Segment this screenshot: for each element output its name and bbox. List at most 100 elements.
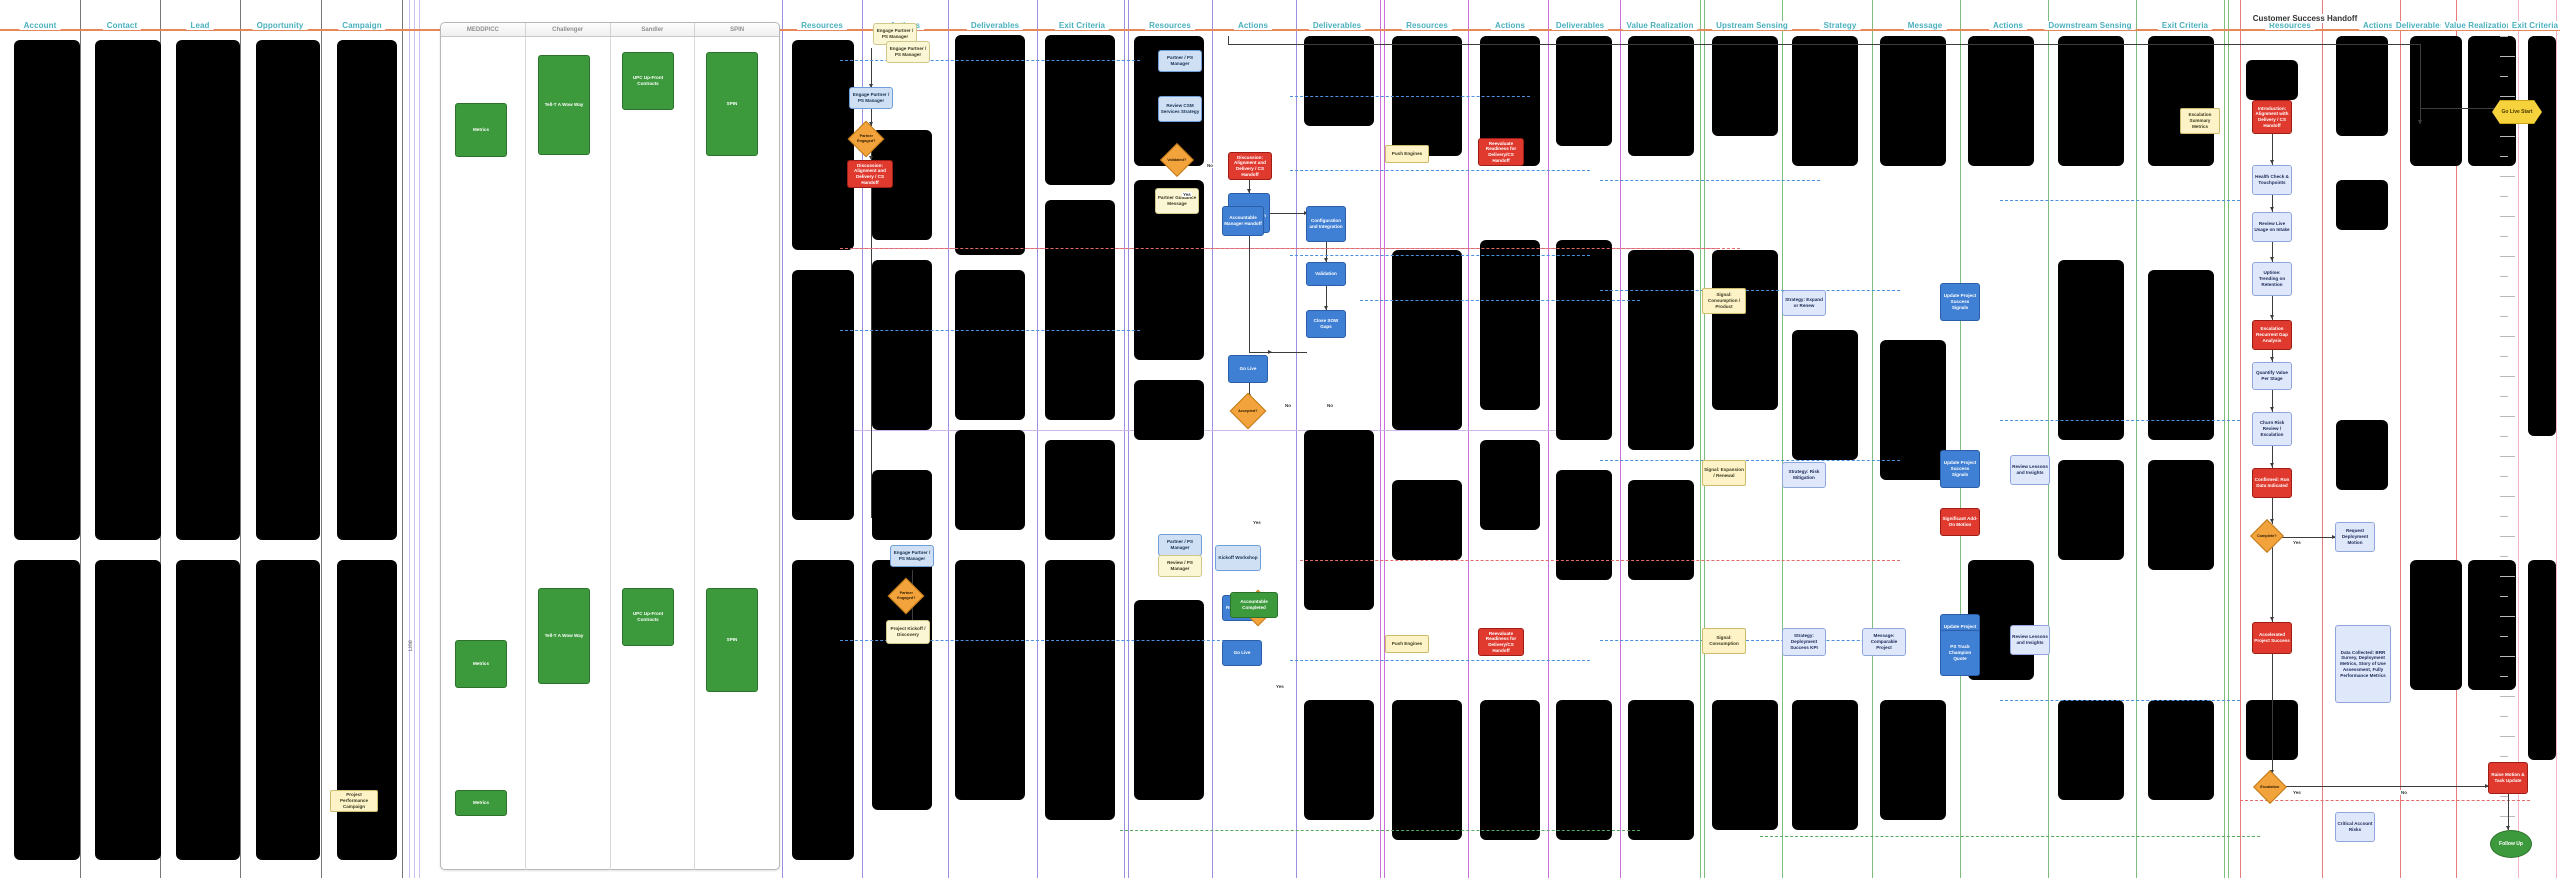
column-header-contact: Contact xyxy=(102,21,142,30)
node-engage-partner-ps-manager[interactable]: Engage Partner / PS Manager xyxy=(890,545,934,567)
node-accountable-completed[interactable]: Accountable Completed xyxy=(1230,592,1278,618)
redacted-text xyxy=(256,40,320,540)
node-label: Significant Add-On Motion xyxy=(1942,516,1978,527)
node-escalation[interactable]: Escalation xyxy=(2253,770,2287,804)
methodology-cell[interactable]: SPIN xyxy=(706,52,758,156)
node-review-ps-manager[interactable]: Review / PS Manager xyxy=(1158,555,1202,577)
text-line-mark xyxy=(2500,716,2508,717)
node-label: Signal: Expansion / Renewal xyxy=(1704,467,1744,478)
node-label: Signal: Consumption / Product xyxy=(1707,292,1741,309)
node-escalation-summary-metrics[interactable]: Escalation Summary Metrics xyxy=(2180,108,2220,134)
node-discussion-alignment-and-delivery-cs-han[interactable]: Discussion: Alignment and Delivery / CS … xyxy=(847,160,893,188)
node-review-csm-services-strategy[interactable]: Review CSM Services Strategy xyxy=(1158,96,1202,122)
node-signal-consumption[interactable]: Signal: Consumption xyxy=(1702,628,1746,654)
node-review-live-usage-on-intake[interactable]: Review Live Usage on Intake xyxy=(2252,212,2292,242)
node-discussion-alignment-and-delivery-cs-han[interactable]: Discussion: Alignment and Delivery / CS … xyxy=(1228,152,1272,180)
node-update-project-success-signals[interactable]: Update Project Success Signals xyxy=(1940,283,1980,321)
redacted-text xyxy=(2528,36,2556,436)
node-accepted-[interactable]: Accepted? xyxy=(1229,392,1267,430)
node-update-project-success-signals[interactable]: Update Project Success Signals xyxy=(1940,450,1980,488)
redacted-text xyxy=(1045,200,1115,420)
node-message-comparable-project[interactable]: Message: Comparable Project xyxy=(1862,628,1906,656)
node-strategy-expand-or-renew[interactable]: Strategy: Expand or Renew xyxy=(1782,290,1826,316)
node-label: Raise Motion & Task Update xyxy=(2491,772,2525,783)
text-line-mark xyxy=(2500,516,2508,517)
connector xyxy=(2420,108,2516,109)
node-push-engines[interactable]: Push Engines xyxy=(1385,145,1429,163)
edge-label: Yes xyxy=(2292,540,2302,545)
node-accelerated-project-success[interactable]: Accelerated Project Success xyxy=(2252,622,2292,654)
node-strategy-risk-mitigation[interactable]: Strategy: Risk Mitigation xyxy=(1782,462,1826,488)
node-label: Churn Risk Review / Escalation xyxy=(2259,420,2285,437)
text-line-mark xyxy=(2500,676,2508,677)
node-engage-partner-ps-manager[interactable]: Engage Partner / PS Manager xyxy=(886,41,930,63)
redacted-text xyxy=(872,470,932,540)
methodology-cell[interactable]: UPC Up-Front Contracts xyxy=(622,588,674,646)
node-signal-consumption-product[interactable]: Signal: Consumption / Product xyxy=(1702,288,1746,314)
node-request-deployment-motion[interactable]: Request Deployment Motion xyxy=(2335,522,2375,552)
node-churn-risk-review-escalation[interactable]: Churn Risk Review / Escalation xyxy=(2252,412,2292,446)
arrowhead xyxy=(1324,258,1328,262)
column-header-account: Account xyxy=(19,21,61,30)
methodology-cell[interactable]: Metrics xyxy=(455,790,507,816)
node-go-live[interactable]: Go Live xyxy=(1228,355,1268,383)
column-header-strategy: Strategy xyxy=(1819,21,1861,30)
node-go-live[interactable]: Go Live xyxy=(1222,640,1262,666)
node-reevaluate-readiness-for-delivery-cs-han[interactable]: Reevaluate Readiness for Delivery/CS Han… xyxy=(1478,628,1524,656)
redacted-text xyxy=(95,40,161,540)
node-close-sow-gaps[interactable]: Close SOW Gaps xyxy=(1306,310,1346,338)
lane-divider xyxy=(1380,0,1381,878)
node-project-performance-campaign[interactable]: Project Performance Campaign xyxy=(330,790,378,812)
methodology-cell[interactable]: SPIN xyxy=(706,588,758,692)
node-go-live-start[interactable]: Go Live Start xyxy=(2492,100,2542,124)
connector xyxy=(840,60,1140,61)
methodology-cell[interactable]: Tell-T A Wow Way xyxy=(538,588,590,684)
node-project-kickoff-discovery[interactable]: Project Kickoff / Discovery xyxy=(886,620,930,644)
node-strategy-deployment-success-kpi[interactable]: Strategy: Deployment Success KPI xyxy=(1782,628,1826,656)
node-accountable-manager-handoff[interactable]: Accountable Manager Handoff xyxy=(1222,206,1264,236)
node-label: Partner Guidance Message xyxy=(1157,195,1197,206)
node-significant-add-on-motion[interactable]: Significant Add-On Motion xyxy=(1940,508,1980,536)
edge-label: No xyxy=(1206,163,1214,168)
methodology-column xyxy=(526,37,611,870)
redacted-text xyxy=(1392,480,1462,560)
node-validation[interactable]: Validation xyxy=(1306,262,1346,286)
connector xyxy=(871,48,872,88)
node-follow-up[interactable]: Follow Up xyxy=(2490,830,2532,858)
methodology-cell[interactable]: Tell-T A Wow Way xyxy=(538,55,590,155)
node-escalation-recurrent-gap-analysis[interactable]: Escalation Recurrent Gap Analysis xyxy=(2252,320,2292,350)
node-partner-guidance-message[interactable]: Partner Guidance Message xyxy=(1155,188,1199,214)
node-kickoff-workshop[interactable]: Kickoff Workshop xyxy=(1215,545,1261,571)
node-complete-[interactable]: Complete? xyxy=(2250,519,2284,553)
lane-divider xyxy=(1128,0,1129,878)
node-push-engines[interactable]: Push Engines xyxy=(1385,635,1429,653)
node-health-check-touchpoints[interactable]: Health Check & Touchpoints xyxy=(2252,165,2292,195)
node-introduction-alignment-with-delivery-cs-[interactable]: Introduction: Alignment with Delivery / … xyxy=(2252,100,2292,134)
node-uptime-trending-on-retention[interactable]: Uptime: Trending on Retention xyxy=(2252,262,2292,296)
node-review-lessons-and-insights[interactable]: Review Lessons and Insights xyxy=(2010,455,2050,485)
node-quantify-value-per-stage[interactable]: Quantify Value Per Stage xyxy=(2252,362,2292,390)
node-critical-account-risks[interactable]: Critical Account Risks xyxy=(2335,812,2375,842)
node-configuration-and-integration[interactable]: Configuration and Integration xyxy=(1306,206,1346,242)
node-review-lessons-and-insights[interactable]: Review Lessons and Insights xyxy=(2010,625,2050,655)
column-header-value-realization: Value Realization xyxy=(2440,21,2516,30)
node-engage-partner-ps-manager[interactable]: Engage Partner / PS Manager xyxy=(849,87,893,109)
node-raise-motion-task-update[interactable]: Raise Motion & Task Update xyxy=(2488,762,2528,794)
redacted-text xyxy=(955,35,1025,255)
column-header-deliverables: Deliverables xyxy=(966,21,1024,30)
node-data-collected-brr-survey-deployment-met[interactable]: Data Collected: BRR Survey, Deployment M… xyxy=(2335,625,2391,703)
lane-divider xyxy=(2400,0,2401,878)
methodology-cell[interactable]: Metrics xyxy=(455,640,507,688)
methodology-cell[interactable]: UPC Up-Front Contracts xyxy=(622,52,674,110)
redacted-text xyxy=(792,270,854,520)
connector xyxy=(1290,170,1590,171)
methodology-cell[interactable]: Metrics xyxy=(455,103,507,157)
node-signal-expansion-renewal[interactable]: Signal: Expansion / Renewal xyxy=(1702,460,1746,486)
node-ps-track-champion-quote[interactable]: PS Track Champion Quote xyxy=(1940,630,1980,676)
connector xyxy=(1760,836,2260,837)
node-reevaluate-readiness-for-delivery-cs-han[interactable]: Reevaluate Readiness for Delivery/CS Han… xyxy=(1478,138,1524,166)
redacted-text xyxy=(1304,36,1374,126)
node-partner-ps-manager[interactable]: Partner / PS Manager xyxy=(1158,534,1202,556)
node-confirmed-run-data-indicated[interactable]: Confirmed: Run Data Indicated xyxy=(2252,468,2292,498)
node-partner-ps-manager[interactable]: Partner / PS Manager xyxy=(1158,50,1202,72)
